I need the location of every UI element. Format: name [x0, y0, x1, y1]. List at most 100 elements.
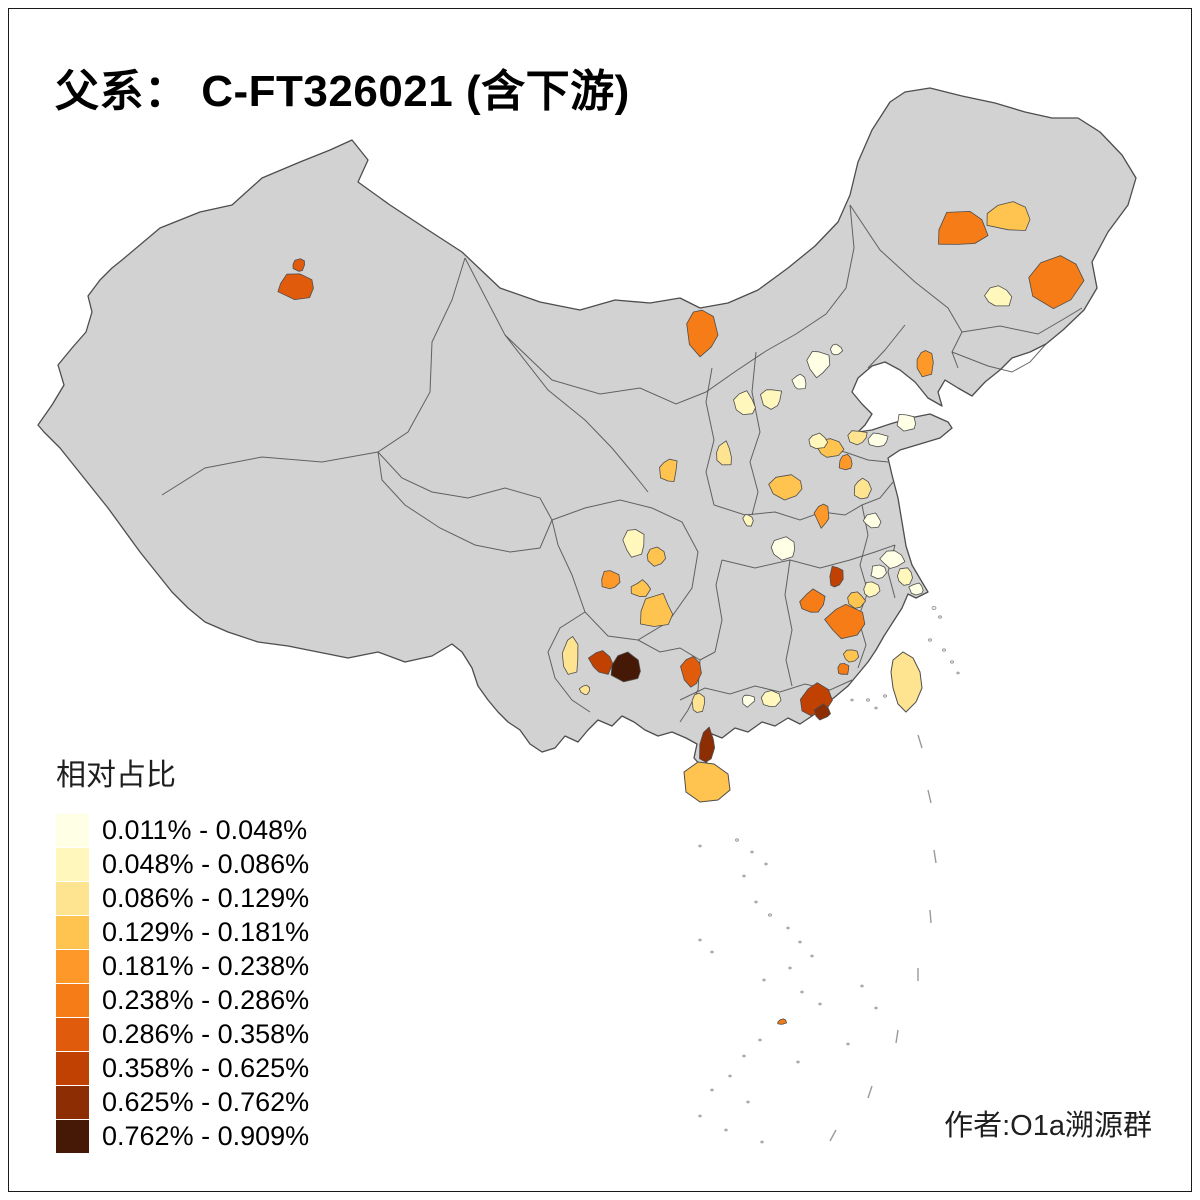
map-region: [984, 285, 1013, 307]
map-region: [640, 593, 674, 627]
map-region: [847, 591, 866, 609]
province-border: [714, 559, 723, 653]
map-region: [742, 694, 756, 708]
legend-swatch: [56, 1086, 89, 1119]
map-region: [630, 579, 651, 597]
map-region: [791, 373, 807, 390]
legend-swatch: [56, 950, 89, 983]
legend-swatch: [56, 984, 89, 1017]
legend-label: 0.286% - 0.358%: [102, 1019, 310, 1049]
map-region: [847, 430, 868, 446]
boundary-dash: [927, 789, 932, 804]
small-island: [758, 1038, 762, 1042]
small-island: [746, 1100, 750, 1104]
map-region: [646, 546, 666, 567]
hainan-island: [683, 761, 731, 803]
legend-row: 0.048% - 0.086%: [56, 848, 309, 881]
map-region: [716, 440, 732, 466]
province-border: [749, 351, 761, 516]
legend-label: 0.238% - 0.286%: [102, 985, 310, 1015]
map-region: [867, 432, 889, 448]
map-region: [862, 512, 882, 529]
legend-label: 0.011% - 0.048%: [102, 815, 308, 845]
map-region: [830, 343, 843, 356]
legend-label: 0.048% - 0.086%: [102, 849, 310, 879]
legend-swatch: [56, 848, 89, 881]
map-region: [588, 650, 614, 675]
small-island: [735, 838, 739, 842]
small-island: [860, 984, 864, 988]
legend-row: 0.358% - 0.625%: [56, 1052, 309, 1085]
small-island: [698, 844, 702, 848]
map-region: [908, 582, 924, 596]
map-region: [777, 1018, 787, 1025]
map-region: [578, 684, 590, 695]
map-title: 父系： C-FT326021 (含下游): [55, 67, 630, 116]
legend-swatch: [56, 916, 89, 949]
map-region: [733, 390, 756, 416]
legend: 相对占比 0.011% - 0.048% 0.048% - 0.086% 0.086…: [56, 750, 309, 1154]
province-border: [867, 324, 906, 369]
small-island: [942, 648, 946, 652]
legend-row: 0.286% - 0.358%: [56, 1018, 309, 1051]
province-border: [721, 544, 896, 569]
province-border: [551, 499, 699, 641]
small-island: [768, 913, 772, 917]
small-island: [850, 698, 854, 702]
map-region: [879, 550, 906, 569]
province-border: [637, 639, 716, 661]
map-region: [843, 649, 860, 663]
small-island: [710, 1088, 714, 1092]
map-region: [561, 636, 579, 675]
small-island: [810, 954, 814, 958]
map-region: [806, 350, 831, 379]
legend-row: 0.011% - 0.048%: [56, 814, 309, 847]
small-island: [710, 950, 714, 954]
boundary-dash: [829, 1129, 837, 1142]
legend-title: 相对占比: [56, 759, 176, 792]
legend-swatch: [56, 814, 89, 847]
attribution-text: 作者:O1a溯源群: [944, 1110, 1152, 1142]
small-island: [938, 615, 942, 619]
small-island: [796, 1060, 800, 1064]
small-island: [788, 966, 792, 970]
small-island: [754, 900, 758, 904]
map-region: [601, 570, 621, 590]
map-region: [659, 458, 678, 482]
legend-label: 0.625% - 0.762%: [102, 1087, 310, 1117]
province-border: [464, 204, 855, 405]
small-island: [883, 694, 887, 698]
province-border: [951, 343, 1047, 373]
map-region: [622, 529, 645, 558]
map-region: [897, 567, 913, 586]
small-island: [698, 1114, 702, 1118]
legend-label: 0.762% - 0.909%: [102, 1121, 310, 1151]
small-island: [874, 706, 878, 710]
small-island: [800, 990, 804, 994]
legend-row: 0.129% - 0.181%: [56, 916, 309, 949]
small-island: [742, 1054, 746, 1058]
map-region: [292, 258, 305, 272]
legend-row: 0.238% - 0.286%: [56, 984, 309, 1017]
small-island: [762, 978, 766, 982]
legend-row: 0.762% - 0.909%: [56, 1120, 309, 1153]
small-island: [931, 606, 937, 611]
map-region: [813, 503, 830, 529]
map-region: [760, 389, 782, 410]
map-region: [691, 692, 705, 713]
map-region: [770, 536, 795, 561]
map-region: [813, 703, 831, 721]
province-border: [547, 611, 591, 713]
map-region: [699, 726, 715, 763]
legend-row: 0.181% - 0.238%: [56, 950, 309, 983]
map-region: [986, 201, 1031, 231]
map-region: [768, 474, 803, 501]
small-island: [760, 1140, 764, 1144]
legend-swatch: [56, 882, 89, 915]
map-region: [829, 565, 844, 588]
legend-label: 0.086% - 0.129%: [102, 883, 310, 913]
map-region: [863, 581, 881, 598]
map-region: [680, 656, 702, 688]
small-island: [846, 1042, 850, 1046]
